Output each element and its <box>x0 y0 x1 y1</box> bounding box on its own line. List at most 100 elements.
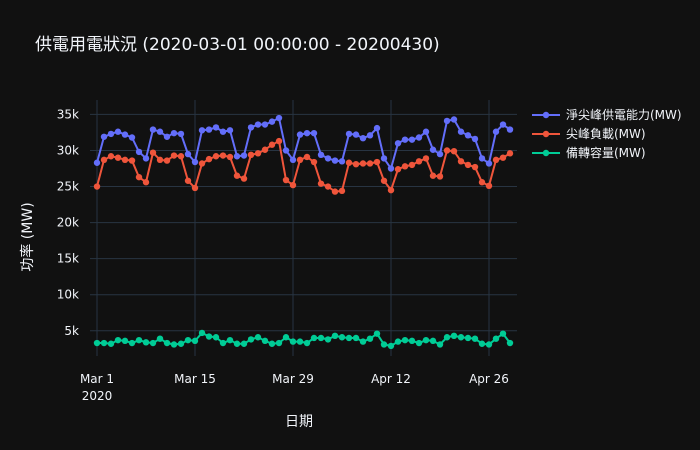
data-point[interactable] <box>380 177 388 184</box>
data-point[interactable] <box>93 339 101 347</box>
data-point[interactable] <box>331 157 339 164</box>
data-point[interactable] <box>163 157 171 164</box>
data-point[interactable] <box>352 160 360 168</box>
legend-item[interactable]: 淨尖峰供電能力(MW) <box>532 108 682 122</box>
data-point[interactable] <box>205 333 213 340</box>
data-point[interactable] <box>128 157 136 164</box>
data-point[interactable] <box>324 336 332 343</box>
data-point[interactable] <box>282 147 290 154</box>
data-point[interactable] <box>275 114 283 122</box>
data-point[interactable] <box>135 173 143 181</box>
data-point[interactable] <box>212 153 220 160</box>
data-point[interactable] <box>506 150 514 157</box>
data-point[interactable] <box>436 173 444 180</box>
data-point[interactable] <box>422 128 430 135</box>
data-point[interactable] <box>338 158 346 165</box>
data-point[interactable] <box>184 150 192 158</box>
data-point[interactable] <box>457 128 465 135</box>
data-point[interactable] <box>408 161 416 169</box>
data-point[interactable] <box>499 154 507 161</box>
data-point[interactable] <box>219 152 227 159</box>
data-point[interactable] <box>310 158 318 166</box>
data-point[interactable] <box>331 332 339 340</box>
data-point[interactable] <box>492 335 500 342</box>
data-point[interactable] <box>135 148 143 156</box>
data-point[interactable] <box>380 341 388 348</box>
data-point[interactable] <box>443 117 451 125</box>
data-point[interactable] <box>471 135 479 143</box>
data-point[interactable] <box>261 121 269 128</box>
data-point[interactable] <box>289 156 297 164</box>
data-point[interactable] <box>142 339 150 346</box>
data-point[interactable] <box>184 177 192 184</box>
data-point[interactable] <box>100 339 108 347</box>
data-point[interactable] <box>366 160 374 167</box>
data-point[interactable] <box>254 121 262 128</box>
data-point[interactable] <box>415 134 423 141</box>
data-point[interactable] <box>128 339 136 347</box>
data-point[interactable] <box>282 334 290 341</box>
data-point[interactable] <box>296 156 304 164</box>
data-point[interactable] <box>212 334 220 341</box>
data-point[interactable] <box>240 175 248 182</box>
data-point[interactable] <box>464 334 472 342</box>
data-point[interactable] <box>478 340 486 347</box>
data-point[interactable] <box>170 152 178 159</box>
data-point[interactable] <box>240 340 248 347</box>
data-point[interactable] <box>373 330 381 337</box>
data-point[interactable] <box>331 188 339 195</box>
data-point[interactable] <box>205 126 213 133</box>
data-point[interactable] <box>212 124 220 131</box>
legend-item[interactable]: 尖峰負載(MW) <box>532 127 646 141</box>
data-point[interactable] <box>394 338 402 345</box>
data-point[interactable] <box>338 187 346 195</box>
data-point[interactable] <box>401 163 409 170</box>
data-point[interactable] <box>170 341 178 348</box>
data-point[interactable] <box>254 150 262 157</box>
data-point[interactable] <box>408 136 416 143</box>
data-point[interactable] <box>268 118 276 125</box>
data-point[interactable] <box>261 146 269 153</box>
data-point[interactable] <box>506 339 514 347</box>
data-point[interactable] <box>471 163 479 171</box>
data-point[interactable] <box>93 159 101 166</box>
data-point[interactable] <box>177 130 185 138</box>
data-point[interactable] <box>128 134 136 141</box>
data-point[interactable] <box>275 339 283 347</box>
data-point[interactable] <box>163 133 171 140</box>
data-point[interactable] <box>478 179 486 186</box>
data-point[interactable] <box>198 329 206 337</box>
data-point[interactable] <box>268 340 276 347</box>
data-point[interactable] <box>247 124 255 131</box>
data-point[interactable] <box>429 172 437 179</box>
data-point[interactable] <box>226 153 234 161</box>
data-point[interactable] <box>359 160 367 167</box>
data-point[interactable] <box>324 155 332 162</box>
data-point[interactable] <box>261 337 269 345</box>
data-point[interactable] <box>149 339 157 347</box>
data-point[interactable] <box>170 129 178 137</box>
data-point[interactable] <box>233 172 241 179</box>
data-point[interactable] <box>429 146 437 153</box>
data-point[interactable] <box>373 158 381 166</box>
data-point[interactable] <box>485 160 493 167</box>
data-point[interactable] <box>408 337 416 345</box>
data-point[interactable] <box>450 148 458 155</box>
data-point[interactable] <box>359 338 367 345</box>
data-point[interactable] <box>324 183 332 190</box>
data-point[interactable] <box>492 156 500 164</box>
data-point[interactable] <box>121 131 129 138</box>
data-point[interactable] <box>303 153 311 161</box>
data-point[interactable] <box>387 165 395 172</box>
data-point[interactable] <box>296 131 304 138</box>
data-point[interactable] <box>415 339 423 347</box>
data-point[interactable] <box>191 337 199 345</box>
data-point[interactable] <box>450 332 458 340</box>
data-point[interactable] <box>296 338 304 345</box>
data-point[interactable] <box>422 336 430 344</box>
data-point[interactable] <box>107 340 115 347</box>
data-point[interactable] <box>219 128 227 135</box>
data-point[interactable] <box>191 184 199 192</box>
data-point[interactable] <box>156 128 164 135</box>
data-point[interactable] <box>240 152 248 159</box>
